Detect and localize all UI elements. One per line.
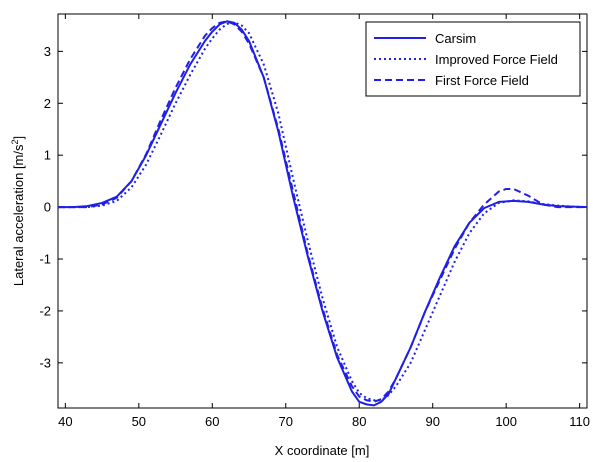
legend-label-first: First Force Field bbox=[435, 73, 529, 88]
x-tick-label: 50 bbox=[132, 414, 146, 429]
series-line-carsim bbox=[58, 20, 588, 407]
legend-box bbox=[365, 21, 581, 97]
x-tick-label: 110 bbox=[569, 414, 590, 429]
y-tick-label: 2 bbox=[44, 96, 51, 111]
x-axis: 40 50 60 70 80 90 100 110 bbox=[58, 14, 590, 429]
x-tick-label: 60 bbox=[205, 414, 219, 429]
y-tick-label: -1 bbox=[39, 252, 51, 267]
x-axis-title: X coordinate [m] bbox=[275, 443, 370, 458]
y-axis-title-main: Lateral acceleration [m/s bbox=[11, 144, 26, 286]
y-tick-label: -3 bbox=[39, 355, 51, 370]
y-axis-title-tail: ] bbox=[11, 136, 26, 140]
series-line-first-force-field bbox=[58, 20, 587, 403]
x-tick-label: 80 bbox=[352, 414, 366, 429]
x-tick-label: 40 bbox=[58, 414, 72, 429]
x-tick-label: 100 bbox=[495, 414, 517, 429]
legend-label-improved: Improved Force Field bbox=[435, 52, 558, 67]
y-tick-label: 1 bbox=[44, 148, 51, 163]
y-axis-title: Lateral acceleration [m/s2] bbox=[10, 136, 26, 286]
legend: Carsim Improved Force Field First Force … bbox=[365, 21, 581, 97]
y-axis: -3 -2 -1 0 1 2 3 bbox=[39, 44, 587, 370]
series-line-improved-force-field bbox=[58, 21, 588, 402]
x-tick-label: 70 bbox=[279, 414, 293, 429]
y-tick-label: -2 bbox=[39, 303, 51, 318]
y-tick-label: 0 bbox=[44, 200, 51, 215]
series-layer bbox=[58, 20, 588, 407]
y-tick-label: 3 bbox=[44, 44, 51, 59]
y-axis-title-superscript: 2 bbox=[10, 139, 20, 144]
x-tick-label: 90 bbox=[425, 414, 439, 429]
legend-label-carsim: Carsim bbox=[435, 31, 476, 46]
